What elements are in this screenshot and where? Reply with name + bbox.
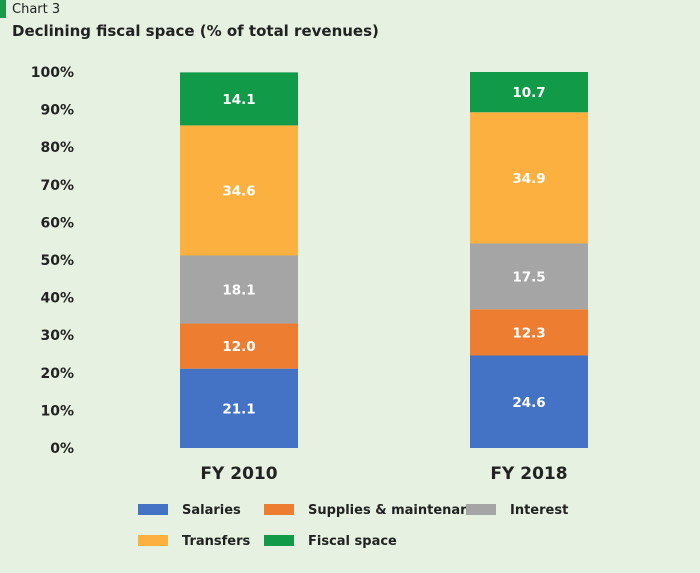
x-axis: FY 2010 FY 2018 (200, 464, 567, 484)
bar-segment-interest-1 (470, 243, 588, 310)
legend-swatch (138, 504, 168, 515)
title-accent-bar (0, 0, 6, 18)
bars: 21.1 12.0 18.1 34.6 14.1 24.6 12.3 17.5 34.9 10.7 (180, 72, 588, 448)
legend-label: Salaries (182, 503, 241, 518)
legend-swatch (264, 504, 294, 515)
data-label: 21.1 (222, 401, 255, 417)
data-label: 34.6 (222, 183, 255, 199)
legend-swatch (138, 535, 168, 546)
data-label: 17.5 (512, 269, 545, 285)
chart-number-label: Chart 3 (12, 2, 61, 17)
y-tick-label: 80% (40, 140, 74, 156)
bar-segment-supplies-maintenance-0 (180, 323, 298, 369)
y-tick-label: 60% (40, 215, 74, 231)
chart-title: Declining fiscal space (% of total reven… (12, 22, 379, 40)
bar-segment-salaries-0 (180, 368, 298, 448)
y-tick-label: 70% (40, 178, 74, 194)
legend-swatch (466, 504, 496, 515)
y-tick-label: 10% (40, 403, 74, 419)
data-label: 10.7 (512, 85, 545, 101)
x-category-label: FY 2018 (490, 464, 567, 484)
y-tick-label: 100% (31, 65, 74, 81)
data-label: 12.0 (222, 339, 255, 355)
bar-segment-interest-0 (180, 255, 298, 324)
y-tick-label: 20% (40, 366, 74, 382)
x-category-label: FY 2010 (200, 464, 277, 484)
data-label: 14.1 (222, 92, 255, 108)
legend-swatch (264, 535, 294, 546)
bar-segment-transfers-0 (180, 125, 298, 256)
legend-label: Interest (510, 503, 568, 518)
bar-segment-salaries-1 (470, 355, 588, 448)
data-label: 24.6 (512, 395, 545, 411)
y-tick-label: 40% (40, 291, 74, 307)
legend-label: Supplies & maintenance (308, 503, 486, 518)
bar-segment-fiscal-space-0 (180, 72, 298, 126)
data-label: 18.1 (222, 283, 255, 299)
legend: Salaries Supplies & maintenance Interest Tr… (138, 503, 568, 549)
y-tick-label: 30% (40, 328, 74, 344)
y-tick-label: 0% (50, 441, 74, 457)
bar-segment-fiscal-space-1 (470, 72, 588, 113)
data-label: 34.9 (512, 171, 545, 187)
y-tick-label: 50% (40, 253, 74, 269)
y-tick-label: 90% (40, 103, 74, 119)
legend-label: Transfers (182, 534, 250, 549)
bar-segment-transfers-1 (470, 112, 588, 244)
legend-label: Fiscal space (308, 534, 397, 549)
data-label: 12.3 (512, 325, 545, 341)
bar-segment-supplies-maintenance-1 (470, 309, 588, 356)
y-axis: 0% 10% 20% 30% 40% 50% 60% 70% 80% 90% 100% (31, 65, 74, 457)
